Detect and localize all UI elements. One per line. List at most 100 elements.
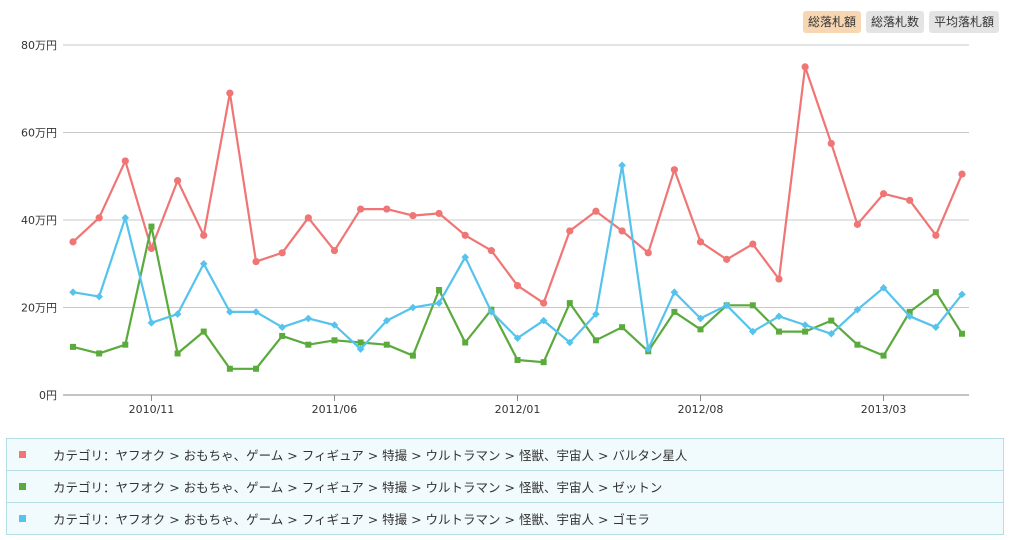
data-point [801,321,809,329]
data-point [200,231,208,239]
data-point [854,341,861,348]
data-point [199,259,208,268]
legend-item-zetton[interactable]: カテゴリ：ヤフオク > おもちゃ、ゲーム > フィギュア > 特撮 > ウルトラ… [7,471,1003,503]
series-0 [69,63,966,307]
data-point [487,247,495,255]
data-point [958,170,966,178]
data-point [670,166,678,174]
data-point [906,308,913,315]
y-tick-label: 20万円 [21,302,57,315]
legend: カテゴリ：ヤフオク > おもちゃ、ゲーム > フィギュア > 特撮 > ウルトラ… [6,438,1004,535]
data-point [696,238,705,246]
data-point [513,334,522,342]
data-point [252,308,260,316]
data-point [802,328,809,335]
data-point [959,330,965,337]
data-point [592,337,599,344]
x-tick-label: 2010/11 [129,403,175,416]
data-point [279,332,286,339]
data-point [435,299,443,307]
data-point [749,240,757,248]
data-point [226,365,233,372]
data-point [828,317,835,324]
data-point [618,161,626,170]
legend-item-baltan[interactable]: カテゴリ：ヤフオク > おもちゃ、ゲーム > フィギュア > 特撮 > ウルトラ… [7,439,1003,471]
data-point [697,326,704,333]
data-point [775,328,782,335]
data-point [670,288,679,296]
tab-total-amount[interactable]: 総落札額 [802,11,861,33]
data-point [122,341,129,348]
data-point [304,314,313,323]
data-point [383,341,390,348]
y-tick-label: 0円 [39,389,57,402]
data-point [148,223,155,230]
data-point [932,289,939,296]
data-point [540,359,547,366]
data-point [173,310,182,318]
data-point [958,290,966,299]
data-point [461,231,469,239]
x-tick-label: 2012/08 [678,403,724,416]
data-point [539,316,548,325]
data-point [487,308,496,316]
data-point [331,337,338,344]
data-point [565,338,574,347]
data-point [905,312,914,321]
data-point [356,345,365,353]
line-chart: 0円 20万円 40万円 60万円 80万円 2010/11 2011/06 2012/01 2… [21,39,969,416]
tab-total-count[interactable]: 総落札数 [865,11,924,33]
data-point [853,305,862,314]
data-point [775,312,783,321]
data-point [435,209,443,218]
legend-item-gomora[interactable]: カテゴリ：ヤフオク > おもちゃ、ゲーム > フィギュア > 特撮 > ウルトラ… [7,503,1003,534]
data-point [592,207,600,215]
data-point [513,282,522,290]
data-point [383,205,391,213]
data-point [305,341,312,348]
data-point [644,249,652,257]
data-point [696,314,705,323]
legend-label: カテゴリ：ヤフオク > おもちゃ、ゲーム > フィギュア > 特撮 > ウルトラ… [53,512,650,527]
data-point [278,323,286,331]
legend-swatch-icon [19,515,26,522]
data-point [879,190,888,198]
data-point [853,220,862,228]
data-point [253,365,260,372]
data-point [409,303,417,312]
data-point [827,139,835,148]
data-point [592,310,600,318]
series-line [72,225,963,370]
data-point [252,257,260,266]
data-point [226,308,234,316]
data-point [566,227,574,235]
data-point [409,352,416,359]
data-point [722,301,731,310]
data-point [879,284,888,292]
x-tick-label: 2012/01 [495,403,541,416]
legend-swatch-icon [19,483,26,490]
data-point [514,357,521,363]
data-point [671,308,678,315]
data-point [330,321,339,329]
data-point [330,247,339,255]
data-point [436,287,443,293]
data-point [749,327,757,336]
data-point [304,214,312,222]
data-point [644,345,653,353]
data-point [95,292,103,301]
data-point [200,328,207,335]
data-point [880,352,887,359]
y-tick-label: 40万円 [21,214,57,227]
data-point [462,339,469,346]
data-point [723,255,731,263]
data-point [749,302,756,309]
data-point [932,323,940,331]
data-point [906,196,914,204]
data-point [69,288,77,296]
data-point [357,205,365,213]
data-point [96,350,103,357]
data-point [95,214,103,222]
tab-average-amount[interactable]: 平均落札額 [928,11,999,33]
data-point [147,244,156,253]
